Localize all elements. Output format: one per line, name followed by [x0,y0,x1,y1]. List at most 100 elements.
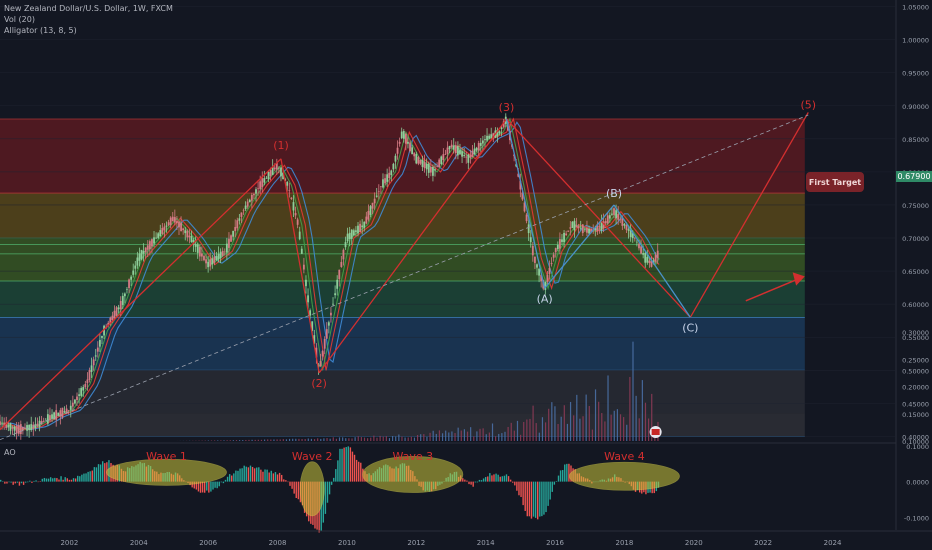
ao-bar [293,481,295,494]
channel-dashed-line [0,114,809,441]
ao-bar [297,481,300,500]
candle-body [107,322,110,326]
volume-bar [557,423,559,441]
candle-body [558,239,561,249]
volume-bar [470,427,472,441]
target-arrow-head [792,272,805,286]
volume-bar [585,394,587,441]
candle-body [484,139,486,141]
candle-body [15,425,18,434]
candle-body [350,229,353,239]
ao-bar [74,478,77,482]
volume-bar [473,436,475,441]
candle-body [290,197,293,200]
time-tick-label: 2006 [199,539,217,547]
volume-bar [248,439,250,441]
candle-body [619,219,622,220]
candle-body [606,215,609,224]
candle-body [117,307,120,310]
candle-body [388,172,391,179]
volume-bar [326,438,328,441]
price-tick-label: 1.00000 [902,37,929,45]
ao-bar [522,481,524,506]
ao-bar [539,481,541,517]
volume-bar [323,438,325,441]
volume-bar [373,435,375,441]
candle-body [517,173,520,177]
candle-body [438,159,441,168]
volume-bar [367,438,369,441]
candle-body [86,379,89,384]
ao-bar [222,481,225,484]
candle-body [296,219,299,225]
volume-bar [529,418,531,441]
ao-bar [285,480,287,482]
candle-body [223,251,226,253]
candle-body [169,217,172,226]
price-tick-label: 1.05000 [902,4,929,12]
fib-zone-5 [0,370,805,414]
candle-body [178,221,180,228]
candle-body [519,180,522,190]
ao-bar [266,469,268,482]
ao-bar [278,472,281,482]
volume-bar [395,436,397,441]
ao-bar [237,470,239,482]
wave-label: (5) [800,98,816,111]
candle-body [99,339,101,347]
ao-bar [482,478,485,482]
candle-body [61,407,64,418]
ao-bar [224,479,227,482]
volume-bar [257,439,259,441]
volume-bar [579,418,581,441]
time-tick-label: 2002 [60,539,78,547]
ao-bar [81,474,83,482]
candle-body [359,223,361,233]
candle-body [101,335,103,338]
candle-body [257,188,259,189]
candle-body [255,189,257,194]
wave-2-line [280,158,320,374]
volume-tick-label: 0.25000 [902,356,929,364]
candle-body [46,414,49,424]
volume-bar [454,433,456,441]
volume-bar [635,395,637,441]
volume-bar [239,440,241,441]
volume-bar [348,438,350,441]
candle-body [230,235,232,242]
ao-bar [2,481,4,483]
ao-bar [249,465,252,482]
candle-body [375,195,378,197]
candle-body [583,229,586,231]
ao-bar [243,465,245,482]
ao-bar [462,478,464,482]
ao-bar [545,481,547,513]
volume-bar [573,415,575,441]
ao-bar [524,481,526,511]
candle-body [344,242,347,248]
candle-body [325,329,328,339]
ao-bar [260,469,262,482]
price-tick-label: 0.95000 [902,70,929,78]
candle-body [44,419,47,421]
candle-body [207,261,210,268]
ao-bar [79,476,81,482]
candle-body [569,227,572,229]
candle-body [421,159,424,167]
candle-body [153,237,155,244]
ao-tick-label: 0.0000 [906,479,929,487]
ao-bar [35,480,37,482]
wave-3-line [318,118,507,374]
volume-bar [270,439,272,441]
volume-bar [260,439,263,441]
candle-body [432,166,434,176]
candle-body [40,420,43,425]
ao-bar [45,478,48,482]
candle-body [138,253,141,261]
ao-bar [272,473,275,482]
volume-tick-label: 0.15000 [902,411,929,419]
volume-bar [410,436,412,441]
volume-bar [441,433,444,441]
ao-bar [480,480,483,482]
ao-bar [43,477,46,482]
